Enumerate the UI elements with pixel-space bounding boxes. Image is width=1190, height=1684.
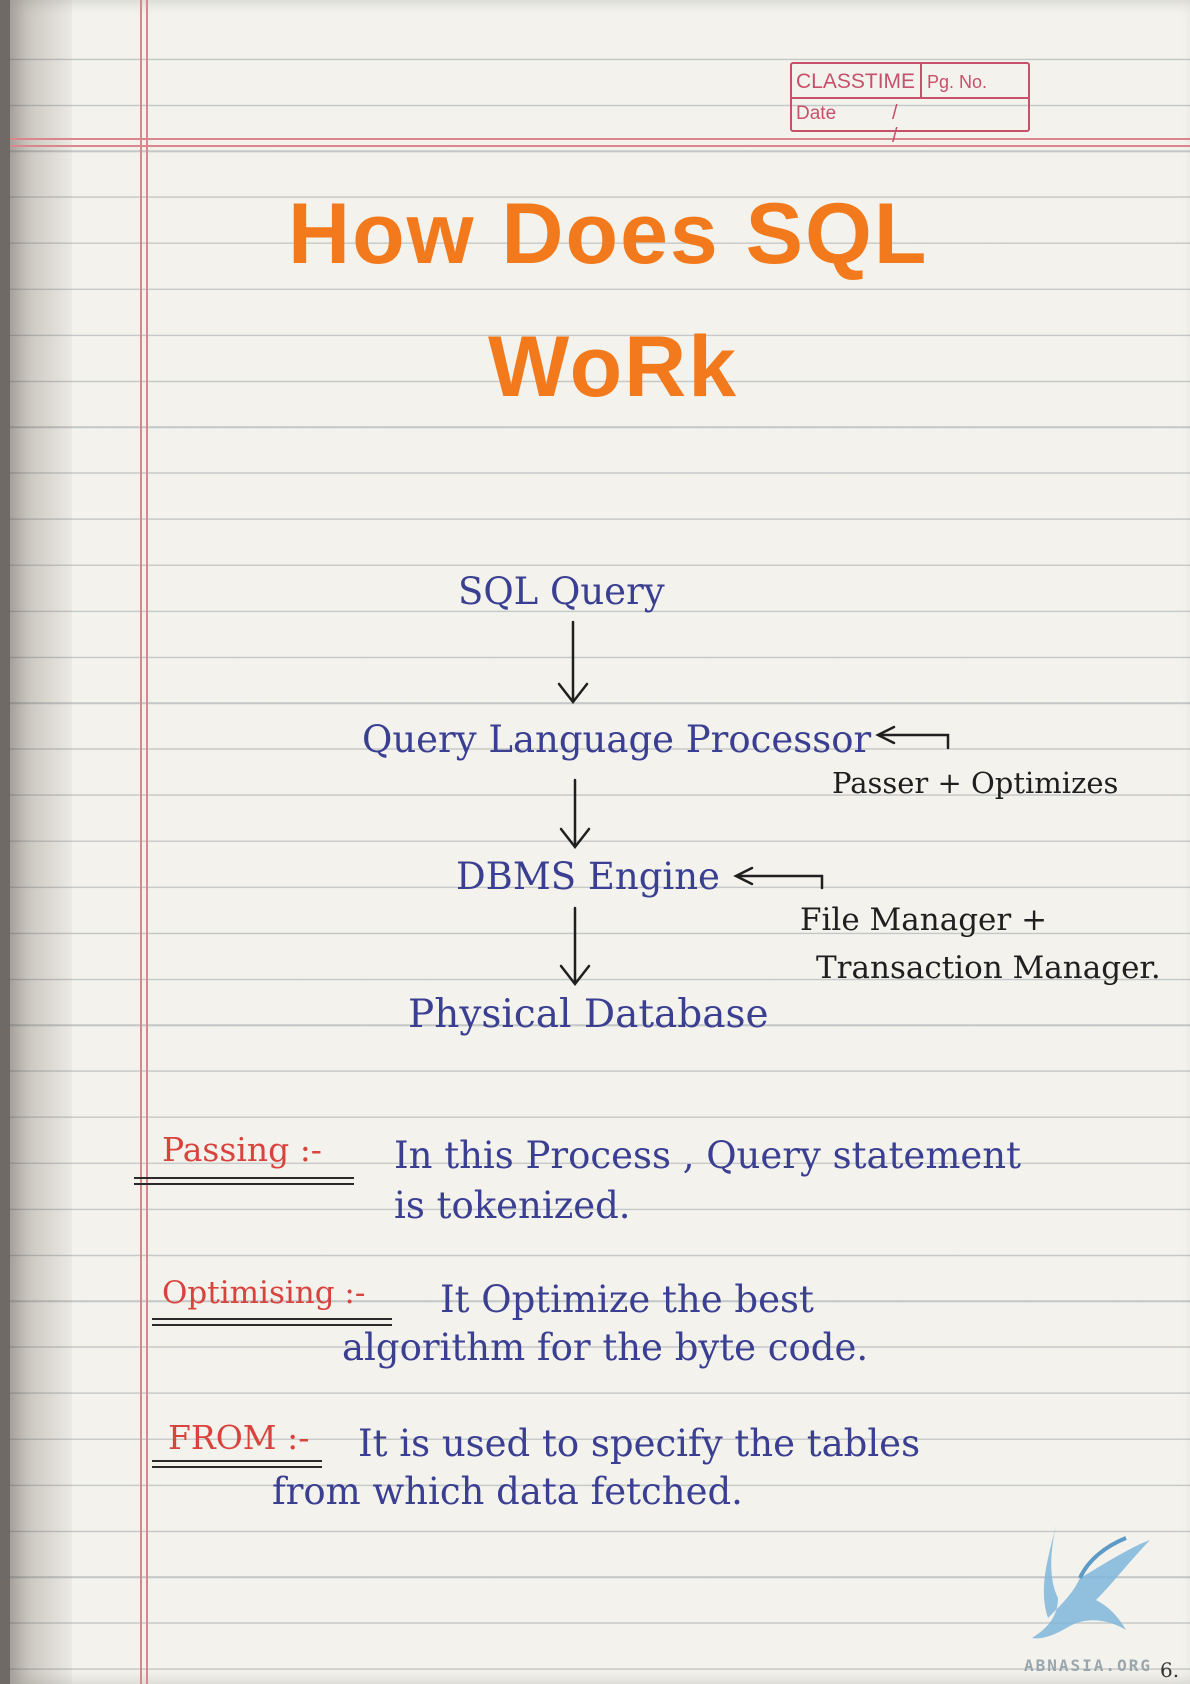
arrow-engine-to-database bbox=[559, 906, 591, 987]
arrow-processor-to-engine bbox=[559, 778, 591, 850]
margin-line-left-2 bbox=[146, 0, 148, 1684]
definition-text-line-1: It Optimize the best bbox=[440, 1278, 814, 1321]
flow-note-file-manager: File Manager + bbox=[800, 902, 1048, 938]
page-number: 6. bbox=[1160, 1658, 1180, 1682]
flow-step-physical-database: Physical Database bbox=[408, 992, 769, 1037]
arrow-note-to-engine bbox=[733, 866, 824, 890]
page-title-line-1: How Does SQL bbox=[288, 186, 929, 282]
date-label: Date bbox=[796, 103, 837, 124]
definition-term: Optimising :- bbox=[162, 1275, 366, 1311]
definition-text-line-1: It is used to specify the tables bbox=[358, 1422, 921, 1465]
margin-line-top-1 bbox=[10, 138, 1190, 140]
definition-text-line-2: algorithm for the byte code. bbox=[342, 1326, 869, 1369]
eagle-logo-icon bbox=[1032, 1518, 1150, 1639]
notebook-page: CLASSTIME Pg. No. Date / / How Does SQL … bbox=[10, 0, 1190, 1684]
definition-text-line-2: from which data fetched. bbox=[272, 1470, 743, 1513]
flow-note-transaction-manager: Transaction Manager. bbox=[816, 950, 1161, 986]
definition-term: Passing :- bbox=[162, 1130, 322, 1169]
flow-step-sql-query: SQL Query bbox=[458, 570, 665, 613]
definition-term: FROM :- bbox=[168, 1418, 310, 1457]
margin-line-left-1 bbox=[140, 0, 142, 1684]
flow-step-query-language-processor: Query Language Processor bbox=[362, 718, 872, 761]
date-slashes: / / bbox=[892, 102, 946, 147]
margin-line-top-2 bbox=[10, 145, 1190, 147]
brand-label: CLASSTIME bbox=[796, 70, 916, 93]
watermark-text: ABNASIA.ORG bbox=[1024, 1656, 1152, 1675]
page-number-label: Pg. No. bbox=[927, 72, 988, 92]
flow-arrows bbox=[557, 620, 950, 987]
definition-text-line-2: is tokenized. bbox=[394, 1184, 631, 1227]
arrow-query-to-processor bbox=[557, 620, 589, 705]
page-title-line-2: WoRk bbox=[488, 319, 739, 415]
classtime-header-box: CLASSTIME Pg. No. Date / / bbox=[790, 62, 1030, 147]
flow-note-parser-optimizer: Passer + Optimizes bbox=[832, 766, 1119, 800]
arrow-note-to-processor bbox=[875, 725, 950, 750]
definition-text-line-1: In this Process , Query statement bbox=[394, 1134, 1021, 1177]
flow-step-dbms-engine: DBMS Engine bbox=[456, 855, 720, 898]
